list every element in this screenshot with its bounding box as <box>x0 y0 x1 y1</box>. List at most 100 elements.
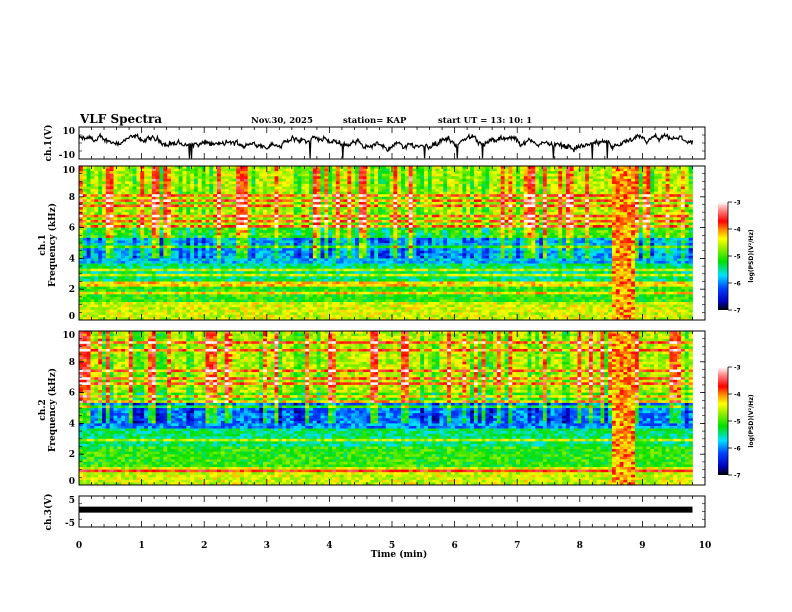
ch1-spectrogram-cell <box>202 225 206 228</box>
ch1-spectrogram-cell <box>125 179 129 182</box>
ch1-spectrogram-cell <box>240 253 244 256</box>
ch1-spectrogram-cell <box>378 269 382 272</box>
ch1-spectrogram-cell <box>355 181 359 184</box>
ch1-spectrogram-cell <box>156 187 160 190</box>
ch1-spectrogram-cell <box>106 307 110 310</box>
ch1-spectrogram-cell <box>294 279 298 282</box>
ch1-spectrogram-cell <box>160 197 164 200</box>
ch1-spectrogram-cell <box>114 264 118 267</box>
ch1-spectrogram-cell <box>194 222 198 225</box>
ch1-spectrogram-cell <box>206 187 210 190</box>
ch1-spectrogram-cell <box>232 197 236 200</box>
ch1-spectrogram-cell <box>275 243 279 246</box>
ch1-spectrogram-cell <box>275 276 279 279</box>
ch1-spectrogram-cell <box>347 169 351 172</box>
ch1-spectrogram-cell <box>240 266 244 269</box>
ch1-spectrogram-cell <box>87 266 91 269</box>
ch1-spectrogram-cell <box>171 289 175 292</box>
ch1-spectrogram-cell <box>117 243 121 246</box>
ch1-spectrogram-cell <box>305 222 309 225</box>
ch1-spectrogram-cell <box>248 194 252 197</box>
ch1-spectrogram-cell <box>171 299 175 302</box>
ch1-spectrogram-cell <box>152 266 156 269</box>
ch1-spectrogram-cell <box>125 220 129 223</box>
ch1-spectrogram-cell <box>240 312 244 315</box>
ch1-spectrogram-cell <box>367 240 371 243</box>
ch1-spectrogram-cell <box>275 279 279 282</box>
ch1-spectrogram-cell <box>91 240 95 243</box>
ch1-spectrogram-cell <box>344 238 348 241</box>
ch1-spectrogram-cell <box>359 181 363 184</box>
ch1-spectrogram-cell <box>282 176 286 179</box>
ch1-spectrogram-cell <box>248 302 252 305</box>
ch1-spectrogram-cell <box>144 240 148 243</box>
ch1-spectrogram-cell <box>232 251 236 254</box>
ch1-spectrogram-cell <box>317 307 321 310</box>
ch1-spectrogram-cell <box>152 256 156 259</box>
ch1-spectrogram-cell <box>106 222 110 225</box>
ch1-spectrogram-cell <box>344 258 348 261</box>
ch1-spectrogram-cell <box>386 187 390 190</box>
ch1-spectrogram-cell <box>332 246 336 249</box>
ch1-spectrogram-cell <box>179 271 183 274</box>
ch1-spectrogram-cell <box>206 274 210 277</box>
ch1-spectrogram-cell <box>278 199 282 202</box>
ch1-spectrogram-cell <box>305 289 309 292</box>
ch1-spectrogram-cell <box>91 205 95 208</box>
ch1-spectrogram-cell <box>301 284 305 287</box>
ch1-spectrogram-cell <box>83 202 87 205</box>
ch1-spectrogram-cell <box>309 243 313 246</box>
ch1-spectrogram-cell <box>156 181 160 184</box>
ch1-spectrogram-cell <box>252 181 256 184</box>
ch1-spectrogram-cell <box>87 258 91 261</box>
ch1-spectrogram-cell <box>160 210 164 213</box>
ch1-spectrogram-cell <box>355 258 359 261</box>
ch1-spectrogram-cell <box>140 274 144 277</box>
ch1-spectrogram-cell <box>359 169 363 172</box>
ch1-spectrogram-cell <box>286 287 290 290</box>
ch1-spectrogram-cell <box>336 171 340 174</box>
ch1-spectrogram-cell <box>309 258 313 261</box>
ch1-spectrogram-cell <box>298 189 302 192</box>
ch1-spectrogram-cell <box>282 315 286 318</box>
ch1-spectrogram-cell <box>83 261 87 264</box>
ch1-spectrogram-cell <box>87 312 91 315</box>
ch1-spectrogram-cell <box>321 246 325 249</box>
ch1-spectrogram-cell <box>114 202 118 205</box>
ch1-spectrogram-cell <box>340 294 344 297</box>
ch1-spectrogram-cell <box>160 261 164 264</box>
ch1-spectrogram-cell <box>286 174 290 177</box>
ch1-spectrogram-cell <box>79 312 83 315</box>
ch1-spectrogram-cell <box>309 279 313 282</box>
ch1-spectrogram-cell <box>328 225 332 228</box>
ch1-spectrogram-cell <box>209 181 213 184</box>
ch1-spectrogram-cell <box>167 207 171 210</box>
ch1-spectrogram-cell <box>117 189 121 192</box>
ch1-spectrogram-cell <box>317 233 321 236</box>
ch1-spectrogram-cell <box>133 225 137 228</box>
ch1-spectrogram-cell <box>83 205 87 208</box>
ch1-spectrogram-cell <box>332 276 336 279</box>
ch1-spectrogram-cell <box>278 202 282 205</box>
ch1-spectrogram-cell <box>259 181 263 184</box>
ch1-spectrogram-cell <box>121 307 125 310</box>
ch1-spectrogram-cell <box>225 171 229 174</box>
ch1-spectrogram-cell <box>378 292 382 295</box>
ch1-spectrogram-cell <box>190 284 194 287</box>
ch1-spectrogram-cell <box>271 274 275 277</box>
ch1-spectrogram-cell <box>313 199 317 202</box>
ch1-spectrogram-cell <box>137 240 141 243</box>
ch1-spectrogram-cell <box>386 192 390 195</box>
ch1-spectrogram-cell <box>317 246 321 249</box>
ch1-spectrogram-cell <box>390 220 394 223</box>
ch1-spectrogram-cell <box>344 212 348 215</box>
ch1-spectrogram-cell <box>317 251 321 254</box>
ch1-spectrogram-cell <box>209 256 213 259</box>
ch1-spectrogram-cell <box>248 312 252 315</box>
ch1-spectrogram-cell <box>240 197 244 200</box>
ch1-spectrogram-cell <box>137 289 141 292</box>
ch1-spectrogram-cell <box>290 225 294 228</box>
ch1-spectrogram-cell <box>206 258 210 261</box>
ch1-spectrogram-cell <box>221 264 225 267</box>
ch1-spectrogram-cell <box>194 276 198 279</box>
